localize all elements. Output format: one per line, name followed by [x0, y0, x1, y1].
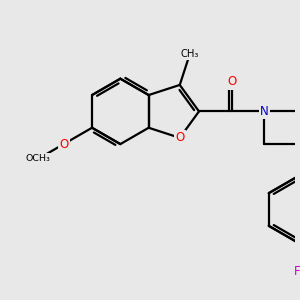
Text: OCH₃: OCH₃: [26, 154, 51, 163]
Text: O: O: [59, 138, 68, 151]
Text: F: F: [294, 265, 300, 278]
Text: O: O: [227, 76, 236, 88]
Text: N: N: [260, 105, 269, 118]
Text: O: O: [175, 131, 184, 144]
Text: CH₃: CH₃: [181, 49, 199, 59]
